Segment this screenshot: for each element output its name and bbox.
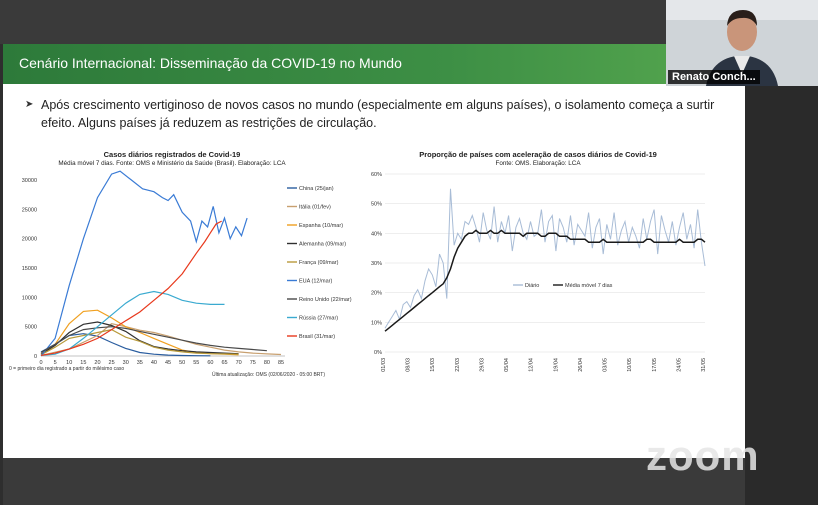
chart2-x-tick: 01/03 xyxy=(381,358,387,372)
chart1-update: Última atualização: OMS (02/06/2020 - 05… xyxy=(212,371,325,378)
bullet-text: Após crescimento vertiginoso de novos ca… xyxy=(41,98,715,130)
participant-video[interactable]: Renato Conch... xyxy=(666,0,818,86)
chart2-y-tick: 20% xyxy=(371,291,382,297)
chart1-y-tick: 5000 xyxy=(25,325,37,331)
chart2-y-tick: 60% xyxy=(371,172,382,178)
chart2-y-tick: 40% xyxy=(371,231,382,237)
chart2-title: Proporção de países com aceleração de ca… xyxy=(419,150,657,159)
slide-title: Cenário Internacional: Disseminação da C… xyxy=(19,55,402,71)
chart1-title: Casos diários registrados de Covid-19 xyxy=(104,150,241,159)
chart1-x-tick: 5 xyxy=(54,360,57,366)
chart1-x-tick: 65 xyxy=(221,360,227,366)
participant-name: Renato Conch... xyxy=(668,70,760,84)
chart1-legend-label: China (25/jan) xyxy=(299,186,334,192)
chart2-x-tick: 29/03 xyxy=(479,358,485,372)
chart1-x-tick: 70 xyxy=(236,360,242,366)
chart1-y-tick: 10000 xyxy=(22,295,37,301)
daily-cases-chart: Casos diários registrados de Covid-19 Mé… xyxy=(9,150,352,378)
chart2-series-line xyxy=(384,229,706,332)
chart2-x-tick: 22/03 xyxy=(455,358,461,372)
chart1-legend-label: Reino Unido (22/mar) xyxy=(299,297,352,303)
chart1-x-tick: 50 xyxy=(179,360,185,366)
chart1-note: 0 = primeiro dia registrado a partir do … xyxy=(9,366,124,372)
chart1-legend-label: Brasil (31/mar) xyxy=(299,334,335,340)
chart1-x-tick: 45 xyxy=(165,360,171,366)
chart1-legend-label: Rússia (27/mar) xyxy=(299,316,338,322)
chart1-x-tick: 0 xyxy=(39,360,42,366)
chart2-x-tick: 31/05 xyxy=(701,358,707,372)
chart2-x-tick: 24/05 xyxy=(676,358,682,372)
chart1-subtitle: Média móvel 7 dias. Fonte: OMS e Ministé… xyxy=(58,160,286,167)
chart1-x-tick: 25 xyxy=(109,360,115,366)
chart2-legend-label: Diário xyxy=(525,283,539,289)
chart1-x-tick: 30 xyxy=(123,360,129,366)
chart1-legend-label: Alemanha (09/mar) xyxy=(299,242,346,248)
chart2-y-tick: 10% xyxy=(371,320,382,326)
bullet-arrow-icon: ➤ xyxy=(25,99,34,110)
chart1-series-line xyxy=(40,170,248,357)
chart1-x-tick: 35 xyxy=(137,360,143,366)
bottom-bar xyxy=(3,458,745,505)
chart2-x-tick: 05/04 xyxy=(504,358,510,372)
zoom-logo: zoom xyxy=(646,432,760,479)
chart2-y-tick: 0% xyxy=(374,350,382,356)
chart2-y-tick: 50% xyxy=(371,202,382,208)
chart2-x-tick: 26/04 xyxy=(578,358,584,372)
chart1-x-tick: 55 xyxy=(193,360,199,366)
chart1-y-tick: 25000 xyxy=(22,207,37,213)
chart1-legend-label: Espanha (10/mar) xyxy=(299,223,343,229)
presentation-slide: Cenário Internacional: Disseminação da C… xyxy=(3,44,745,458)
chart1-x-tick: 75 xyxy=(250,360,256,366)
chart2-x-tick: 19/04 xyxy=(553,358,559,372)
chart1-series-line xyxy=(40,328,239,356)
chart2-x-tick: 12/04 xyxy=(529,358,535,372)
chart1-x-tick: 40 xyxy=(151,360,157,366)
chart1-y-tick: 20000 xyxy=(22,237,37,243)
chart1-x-tick: 85 xyxy=(278,360,284,366)
chart1-y-tick: 30000 xyxy=(22,178,37,184)
chart1-y-tick: 0 xyxy=(34,354,37,360)
chart1-x-tick: 60 xyxy=(207,360,213,366)
chart1-x-tick: 20 xyxy=(94,360,100,366)
chart1-x-tick: 10 xyxy=(66,360,72,366)
chart1-y-tick: 15000 xyxy=(22,266,37,272)
chart1-legend-label: EUA (12/mar) xyxy=(299,279,332,285)
chart2-x-tick: 10/05 xyxy=(627,358,633,372)
chart1-series-line xyxy=(40,326,267,354)
chart1-legend-label: Itália (01/fev) xyxy=(299,205,331,211)
acceleration-proportion-chart: Proporção de países com aceleração de ca… xyxy=(371,150,707,372)
slide-bullet: ➤ Após crescimento vertiginoso de novos … xyxy=(25,96,745,132)
chart2-y-tick: 30% xyxy=(371,261,382,267)
chart2-x-tick: 08/03 xyxy=(406,358,412,372)
slide-banner: Cenário Internacional: Disseminação da C… xyxy=(3,44,745,84)
chart1-series-line xyxy=(40,220,222,356)
chart1-legend-label: França (09/mar) xyxy=(299,260,339,266)
chart2-subtitle: Fonte: OMS. Elaboração: LCA xyxy=(495,160,581,167)
chart2-series-line xyxy=(384,188,706,329)
chart2-x-tick: 17/05 xyxy=(652,358,658,372)
side-panel xyxy=(745,44,818,505)
chart2-legend-label: Média móvel 7 dias xyxy=(565,283,613,289)
chart1-x-tick: 80 xyxy=(264,360,270,366)
chart2-x-tick: 15/03 xyxy=(430,358,436,372)
chart2-x-tick: 03/05 xyxy=(603,358,609,372)
chart1-series-line xyxy=(40,290,225,356)
chart1-x-tick: 15 xyxy=(80,360,86,366)
